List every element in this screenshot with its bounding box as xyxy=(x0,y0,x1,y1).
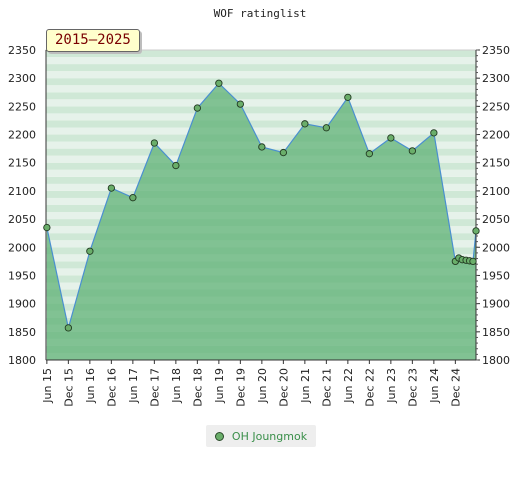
data-point[interactable] xyxy=(86,247,94,255)
data-point[interactable] xyxy=(172,161,180,170)
x-axis: Jun 15 Dec 15 Jun 16 Dec 16 Jun 17 Dec 17 Jun … xyxy=(41,360,462,407)
y-tick-label-left: 2150 xyxy=(8,157,36,170)
data-point[interactable] xyxy=(469,257,477,266)
x-tick-label: Dec 16 xyxy=(105,368,118,407)
data-point[interactable] xyxy=(258,143,266,151)
x-tick-label: Jun 21 xyxy=(299,368,312,404)
data-point[interactable] xyxy=(365,150,374,158)
x-tick-label: Jun 24 xyxy=(428,368,441,404)
legend[interactable]: OH Joungmok xyxy=(206,425,316,447)
bg-band xyxy=(46,134,476,142)
data-point[interactable] xyxy=(430,129,438,137)
x-tick-label: Jun 16 xyxy=(84,368,97,404)
x-tick-label: Jun 22 xyxy=(342,368,355,404)
x-tick-label: Jun 23 xyxy=(385,368,398,404)
y-tick-label-right: 2200 xyxy=(482,129,510,142)
data-point[interactable] xyxy=(193,104,202,112)
y-tick-label-right: 1900 xyxy=(482,298,510,311)
y-tick-label-left: 2050 xyxy=(8,213,36,226)
y-tick-label-right: 2100 xyxy=(482,185,510,198)
x-tick-label: Jun 19 xyxy=(213,368,226,404)
x-tick-label: Jun 18 xyxy=(170,368,183,404)
y-tick-label-right: 1950 xyxy=(482,269,510,282)
bg-band xyxy=(46,78,476,86)
bg-band xyxy=(46,120,476,128)
data-point[interactable] xyxy=(344,93,352,101)
y-axis-left: 1800 1850 1900 1950 2000 2050 2100 2150 2200 2250… xyxy=(8,44,36,367)
data-point[interactable] xyxy=(472,227,480,235)
y-tick-label-right: 1800 xyxy=(482,354,510,367)
data-point[interactable] xyxy=(279,148,288,157)
bg-band xyxy=(46,106,476,114)
bg-band xyxy=(46,57,476,65)
x-tick-label: Dec 22 xyxy=(363,368,376,407)
y-axis-right: 1800 1850 1900 1950 2000 2050 2100 2150 2200 2250… xyxy=(476,44,510,367)
axes xyxy=(45,50,477,361)
data-point[interactable] xyxy=(107,184,116,192)
year-range-badge: 2015–2025 xyxy=(46,29,140,52)
x-tick-label: Jun 20 xyxy=(256,368,269,404)
bg-band xyxy=(46,92,476,100)
y-tick-label-left: 2350 xyxy=(8,44,36,57)
bg-band xyxy=(46,64,476,72)
x-tick-label: Dec 19 xyxy=(234,368,247,407)
y-tick-label-right: 2000 xyxy=(482,241,510,254)
data-point[interactable] xyxy=(43,223,51,232)
x-tick-label: Dec 21 xyxy=(320,368,333,407)
x-tick-label: Dec 24 xyxy=(449,368,462,407)
y-tick-label-left: 2300 xyxy=(8,72,36,85)
bg-band xyxy=(46,113,476,121)
y-tick-label-right: 2250 xyxy=(482,100,510,113)
data-point[interactable] xyxy=(301,120,309,128)
x-tick-label: Jun 15 xyxy=(41,368,54,404)
legend-label: OH Joungmok xyxy=(231,429,308,443)
x-tick-label: Dec 23 xyxy=(406,368,419,407)
x-tick-label: Dec 15 xyxy=(62,368,75,407)
bg-band xyxy=(46,99,476,107)
y-tick-label-left: 2250 xyxy=(8,100,36,113)
data-points xyxy=(43,79,480,332)
y-tick-label-right: 2150 xyxy=(482,157,510,170)
x-tick-label: Dec 20 xyxy=(277,368,290,407)
y-tick-label-right: 2350 xyxy=(482,44,510,57)
y-tick-label-left: 1850 xyxy=(8,326,36,339)
data-point[interactable] xyxy=(408,147,417,155)
legend-marker xyxy=(214,431,224,441)
y-tick-label-right: 2050 xyxy=(482,213,510,226)
y-tick-label-left: 2100 xyxy=(8,185,36,198)
x-tick-label: Jun 17 xyxy=(127,368,140,404)
y-tick-label-right: 2300 xyxy=(482,72,510,85)
bg-band xyxy=(46,71,476,79)
data-point[interactable] xyxy=(236,100,245,108)
x-tick-label: Dec 17 xyxy=(148,368,161,407)
data-point[interactable] xyxy=(387,134,395,142)
bg-band xyxy=(46,127,476,135)
y-tick-label-right: 1850 xyxy=(482,326,510,339)
y-tick-label-left: 1800 xyxy=(8,354,36,367)
bg-band xyxy=(46,85,476,93)
data-point[interactable] xyxy=(129,194,137,202)
data-point[interactable] xyxy=(150,139,159,147)
bg-band xyxy=(46,50,476,58)
data-point[interactable] xyxy=(64,324,73,332)
y-tick-label-left: 2000 xyxy=(8,241,36,254)
x-tick-label: Dec 18 xyxy=(191,368,204,407)
data-point[interactable] xyxy=(322,124,331,132)
y-tick-label-left: 1900 xyxy=(8,298,36,311)
data-point[interactable] xyxy=(215,79,223,87)
chart-title: WOF ratinglist xyxy=(214,7,307,20)
y-tick-label-left: 1950 xyxy=(8,269,36,282)
y-tick-label-left: 2200 xyxy=(8,129,36,142)
